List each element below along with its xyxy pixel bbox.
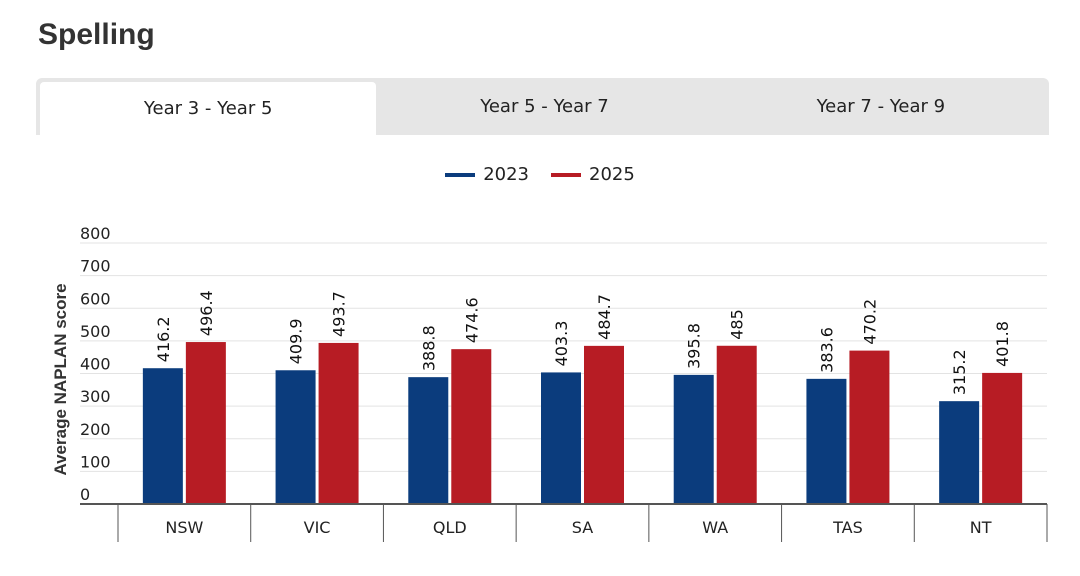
y-tick-label: 100 — [80, 452, 111, 471]
x-tick-label: TAS — [832, 518, 863, 537]
data-label-wa-2023: 395.8 — [685, 323, 704, 369]
page-title: Spelling — [38, 18, 155, 51]
tab-bar: Year 3 - Year 5 Year 5 - Year 7 Year 7 -… — [36, 78, 1049, 135]
legend-item-2023[interactable]: 2023 — [445, 164, 529, 185]
data-label-nsw-2023: 416.2 — [154, 316, 173, 362]
tab-year3-year5[interactable]: Year 3 - Year 5 — [40, 82, 377, 135]
data-label-tas-2023: 383.6 — [817, 327, 836, 373]
legend-label-2025: 2025 — [589, 164, 635, 185]
legend-swatch-2023 — [445, 172, 476, 177]
x-tick-label: NT — [970, 518, 992, 537]
bar-qld-2025 — [451, 349, 492, 504]
y-tick-label: 200 — [80, 420, 111, 439]
bar-vic-2025 — [318, 342, 359, 504]
bar-sa-2025 — [584, 345, 624, 504]
legend-item-2025[interactable]: 2025 — [551, 164, 635, 185]
y-tick-label: 800 — [80, 224, 111, 243]
data-label-nt-2025: 401.8 — [993, 321, 1012, 367]
y-axis-title: Average NAPLAN score — [51, 283, 70, 475]
x-tick-label: WA — [702, 518, 728, 537]
x-tick-label: VIC — [304, 518, 331, 537]
data-label-nsw-2025: 496.4 — [197, 290, 216, 336]
x-tick-label: SA — [572, 518, 593, 537]
data-label-vic-2023: 409.9 — [287, 318, 306, 364]
bar-tas-2023 — [806, 378, 847, 504]
data-label-sa-2023: 403.3 — [552, 321, 571, 367]
bar-tas-2025 — [849, 350, 890, 504]
y-tick-label: 600 — [80, 289, 111, 308]
data-label-nt-2023: 315.2 — [950, 349, 969, 395]
legend-label-2023: 2023 — [483, 164, 529, 185]
bar-sa-2023 — [541, 372, 581, 504]
data-label-tas-2025: 470.2 — [860, 299, 879, 345]
y-tick-label: 700 — [80, 257, 111, 276]
y-tick-label: 400 — [80, 355, 111, 374]
bar-nsw-2025 — [185, 342, 226, 504]
y-tick-label: 500 — [80, 322, 111, 341]
data-label-qld-2023: 388.8 — [419, 325, 438, 371]
bar-wa-2023 — [673, 374, 714, 504]
data-label-vic-2025: 493.7 — [330, 291, 349, 337]
bar-nsw-2023 — [142, 368, 183, 504]
x-tick-label: NSW — [165, 518, 203, 537]
data-label-wa-2025: 485 — [728, 309, 747, 340]
bar-qld-2023 — [408, 377, 449, 504]
data-label-sa-2025: 484.7 — [595, 294, 614, 340]
tab-year7-year9[interactable]: Year 7 - Year 9 — [816, 96, 946, 117]
bar-nt-2023 — [939, 401, 980, 504]
y-tick-label: 300 — [80, 387, 111, 406]
y-tick-label: 0 — [80, 485, 90, 504]
chart-legend: 2023 2025 — [0, 164, 1080, 185]
bar-nt-2025 — [982, 372, 1023, 504]
bar-vic-2023 — [275, 370, 316, 504]
bar-wa-2025 — [716, 345, 757, 504]
legend-swatch-2025 — [551, 172, 581, 177]
x-tick-label: QLD — [433, 518, 467, 537]
tab-year5-year7[interactable]: Year 5 - Year 7 — [480, 96, 609, 117]
data-label-qld-2025: 474.6 — [462, 297, 481, 343]
